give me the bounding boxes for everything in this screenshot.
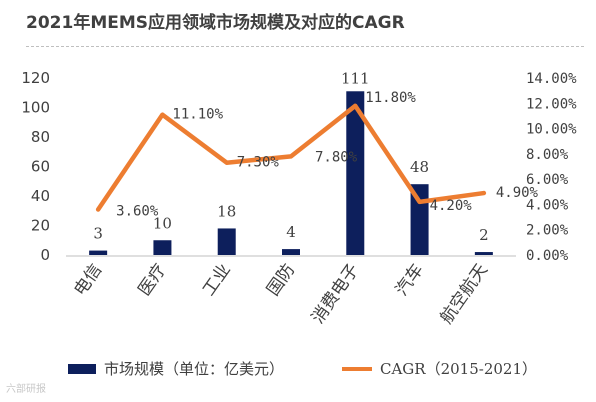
bar-value-label: 48	[410, 158, 429, 176]
cagr-value-label: 7.80%	[315, 149, 358, 165]
left-axis-tick-label: 40	[31, 187, 50, 205]
cagr-value-label: 3.60%	[116, 203, 159, 219]
bar-value-label: 10	[153, 214, 172, 232]
left-axis-tick-label: 80	[31, 128, 50, 146]
legend-item-bar: 市场规模（单位：亿美元）	[68, 358, 284, 379]
right-axis-tick-label: 4.00%	[526, 197, 569, 213]
category-label: 医疗	[135, 260, 171, 299]
right-axis-tick-label: 10.00%	[526, 122, 577, 138]
left-axis-tick-label: 20	[31, 217, 50, 235]
legend-bar-swatch	[68, 363, 96, 374]
legend-item-line: CAGR（2015-2021）	[342, 358, 537, 379]
right-axis-tick-label: 12.00%	[526, 96, 577, 112]
cagr-value-label: 4.20%	[430, 198, 473, 214]
bar	[89, 250, 108, 255]
right-axis-tick-label: 2.00%	[526, 223, 569, 239]
legend-line-label: CAGR（2015-2021）	[380, 360, 538, 378]
bar-value-label: 4	[286, 223, 296, 241]
right-axis-tick-label: 0.00%	[526, 248, 569, 264]
cagr-value-label: 11.80%	[365, 90, 416, 106]
cagr-value-label: 4.90%	[496, 185, 539, 201]
category-label: 消费电子	[308, 260, 363, 327]
title-divider	[26, 46, 584, 47]
right-axis-tick-label: 6.00%	[526, 172, 569, 188]
cagr-value-label: 11.10%	[172, 107, 223, 123]
bar-value-label: 2	[479, 226, 489, 244]
chart-title: 2021年MEMS应用领域市场规模及对应的CAGR	[26, 13, 405, 33]
category-label: 国防	[263, 260, 299, 299]
category-label: 电信	[70, 260, 106, 299]
bar-value-label: 111	[341, 69, 370, 87]
legend-line-swatch	[342, 366, 372, 371]
category-label: 航空航天	[437, 260, 492, 327]
legend-bar-label: 市场规模（单位：亿美元）	[104, 360, 285, 378]
left-axis-tick-label: 60	[31, 158, 50, 176]
bar-value-label: 18	[217, 202, 236, 220]
watermark: 六部研报	[6, 384, 46, 395]
bar-value-label: 3	[93, 225, 103, 243]
left-axis-tick-label: 0	[40, 246, 50, 264]
bar	[282, 249, 300, 255]
left-axis-tick-label: 120	[21, 69, 50, 87]
bar	[346, 91, 365, 256]
bar	[474, 252, 493, 255]
cagr-value-label: 7.30%	[237, 155, 280, 171]
bar	[217, 228, 236, 255]
category-label: 汽车	[392, 260, 428, 299]
category-label: 工业	[199, 260, 235, 299]
right-axis-tick-label: 14.00%	[526, 71, 577, 87]
left-axis-tick-label: 100	[21, 99, 50, 117]
right-axis-tick-label: 8.00%	[526, 147, 569, 163]
bar	[153, 240, 172, 255]
